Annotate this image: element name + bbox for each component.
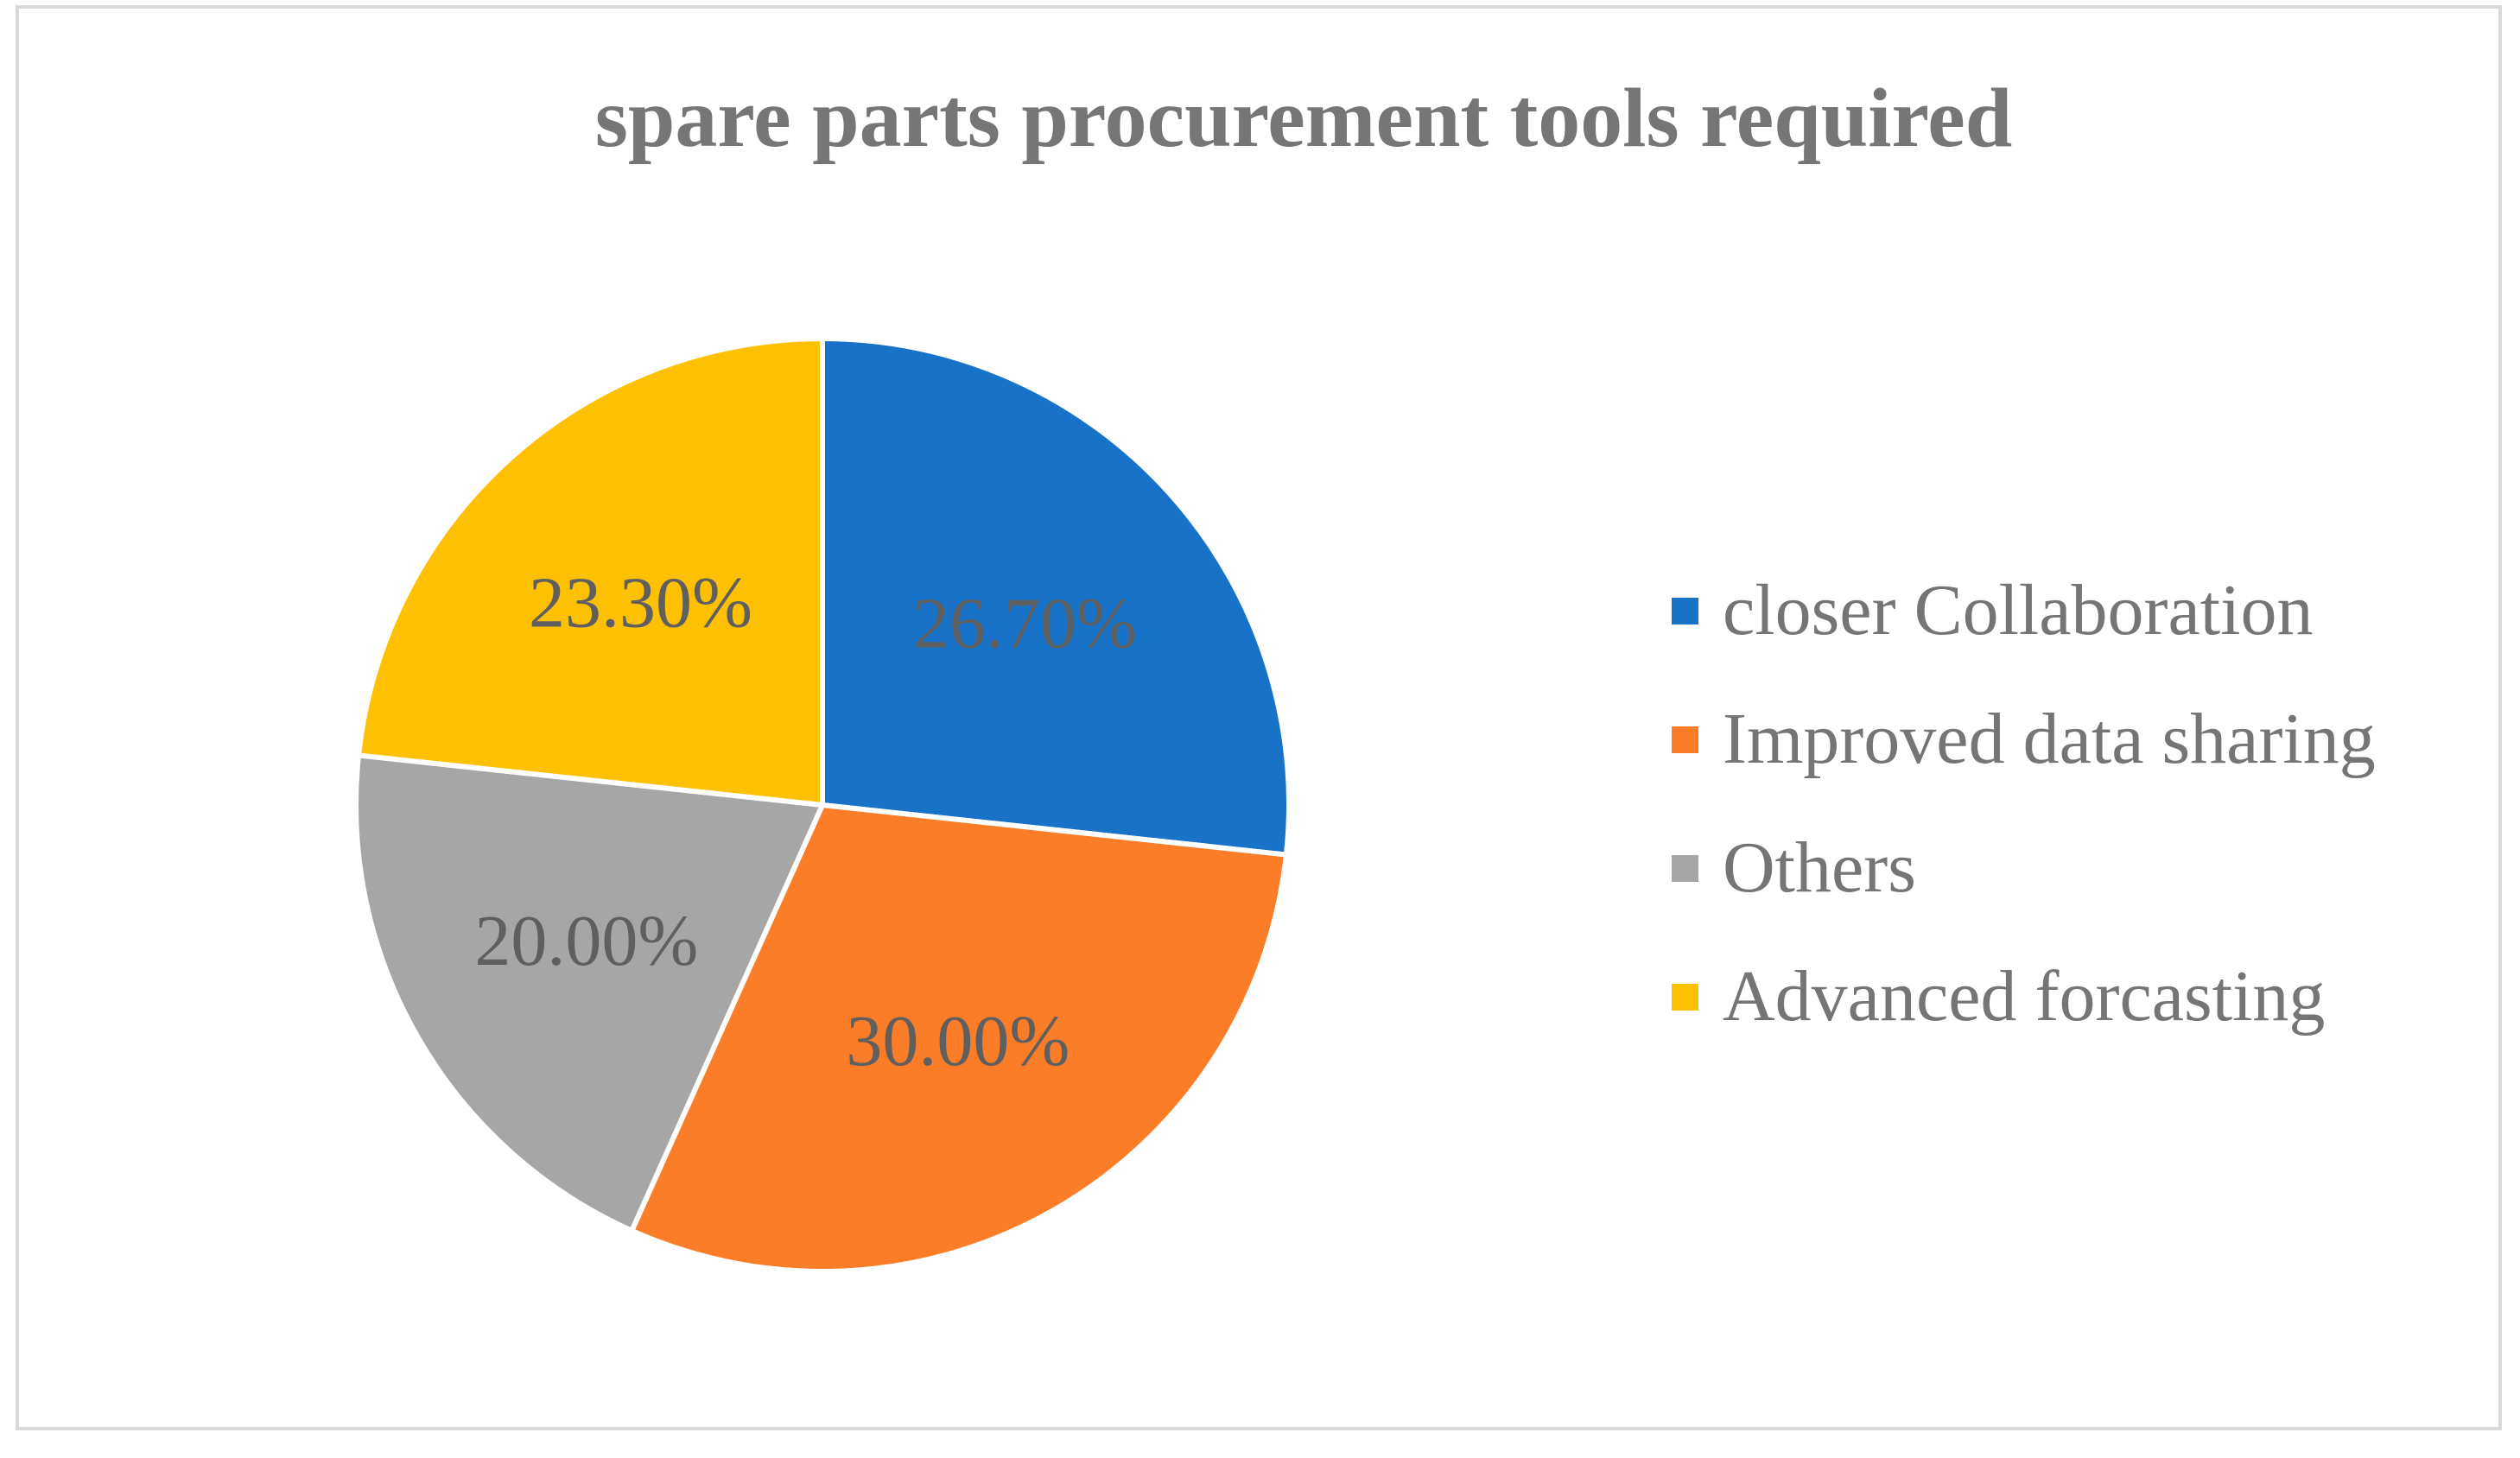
legend-label: Improved data sharing [1723, 699, 2376, 779]
data-label: 30.00% [846, 1001, 1070, 1081]
legend-swatch [1672, 854, 1698, 882]
legend-item: Others [1672, 829, 1916, 907]
legend-swatch [1672, 597, 1698, 624]
legend-swatch [1672, 726, 1698, 753]
data-label: 20.00% [474, 901, 698, 981]
pie-slice-closer-collaboration [820, 336, 1292, 858]
data-label: 23.30% [529, 563, 752, 643]
legend-item: Improved data sharing [1672, 700, 2376, 778]
legend-item: Advanced forcasting [1672, 958, 2325, 1036]
legend-item: closer Collaboration [1672, 572, 2313, 650]
legend-label: Advanced forcasting [1723, 956, 2326, 1036]
legend-label: Others [1723, 827, 1916, 908]
pie-slice-improved-data-sharing [629, 802, 1289, 1274]
chart-title: spare parts procurement tools required [594, 72, 2013, 165]
data-label: 26.70% [913, 583, 1137, 663]
pie-slice-advanced-forcasting [356, 336, 825, 808]
legend-label: closer Collaboration [1723, 570, 2314, 650]
legend-swatch [1672, 983, 1698, 1011]
pie-slice-others [353, 752, 825, 1233]
